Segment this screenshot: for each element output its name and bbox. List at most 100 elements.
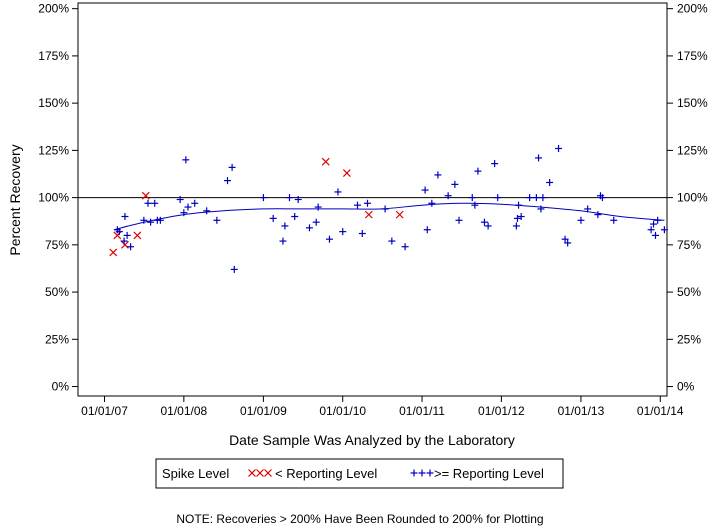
x-tick-label: 01/01/12 <box>478 404 525 418</box>
x-axis: 01/01/07 01/01/08 01/01/09 01/01/10 01/01/11… <box>81 396 684 418</box>
data-point-above-rl <box>421 186 429 194</box>
data-point-above-rl <box>334 188 342 196</box>
data-point-below-rl <box>133 231 142 240</box>
data-point-above-rl <box>115 228 123 236</box>
data-point-above-rl <box>203 207 211 215</box>
data-point-above-rl <box>484 222 492 230</box>
data-point-above-rl <box>140 216 148 224</box>
y-tick-label-right: 150% <box>677 96 708 110</box>
data-point-above-rl <box>325 235 333 243</box>
legend-label-below: < Reporting Level <box>275 466 377 481</box>
x-tick-label: 01/01/14 <box>637 404 684 418</box>
data-point-above-rl <box>156 216 164 224</box>
x-tick-label: 01/01/11 <box>399 404 445 418</box>
y-tick-label-right: 75% <box>677 238 701 252</box>
points-layer <box>109 144 668 273</box>
data-point-above-rl <box>151 199 159 207</box>
data-point-above-rl <box>561 235 569 243</box>
y-tick-label-left: 0% <box>52 380 70 394</box>
data-point-above-rl <box>660 226 668 234</box>
y-axis-left: 0% 25% 50% 75% 100% 125% 150% 175% 200% <box>38 2 78 394</box>
data-point-above-rl <box>517 213 525 221</box>
x-axis-title: Date Sample Was Analyzed by the Laborato… <box>229 432 515 448</box>
data-point-above-rl <box>539 194 547 202</box>
x-tick-label: 01/01/07 <box>81 404 128 418</box>
data-point-above-rl <box>294 196 302 203</box>
data-point-above-rl <box>259 194 267 202</box>
data-point-below-rl <box>321 157 330 166</box>
data-point-above-rl <box>121 213 129 221</box>
y-tick-label-left: 75% <box>45 238 69 252</box>
data-point-above-rl <box>127 243 135 251</box>
data-point-above-rl <box>123 231 131 239</box>
data-point-below-rl <box>109 248 118 257</box>
data-point-above-rl <box>650 220 658 228</box>
legend-x-marker <box>256 469 264 477</box>
data-point-above-rl <box>564 239 572 247</box>
data-point-above-rl <box>555 144 563 152</box>
data-point-above-rl <box>651 231 659 239</box>
data-point-above-rl <box>444 192 452 200</box>
x-tick-label: 01/01/13 <box>558 404 605 418</box>
y-axis-title: Percent Recovery <box>7 144 23 255</box>
plot-frame <box>77 2 668 397</box>
y-tick-label-right: 50% <box>677 285 701 299</box>
data-point-above-rl <box>647 226 655 234</box>
data-point-above-rl <box>434 171 442 179</box>
legend: Spike Level < Reporting Level >= Reporti… <box>155 458 564 489</box>
data-point-above-rl <box>354 201 362 209</box>
data-point-below-rl <box>342 169 351 177</box>
data-point-above-rl <box>535 154 543 162</box>
data-point-above-rl <box>228 163 236 171</box>
data-point-above-rl <box>654 216 662 224</box>
x-tick-label: 01/01/10 <box>319 404 366 418</box>
data-point-above-rl <box>480 218 488 226</box>
y-tick-label-right: 125% <box>677 143 708 157</box>
data-point-above-rl <box>388 237 396 245</box>
data-point-above-rl <box>537 205 545 213</box>
data-point-above-rl <box>314 203 322 211</box>
y-tick-label-right: 0% <box>677 380 695 394</box>
data-point-above-rl <box>428 199 436 207</box>
y-tick-label-right: 175% <box>677 49 708 63</box>
data-point-above-rl <box>224 177 232 185</box>
y-tick-label-left: 150% <box>38 96 69 110</box>
data-point-above-rl <box>180 209 188 217</box>
y-tick-label-left: 50% <box>45 285 69 299</box>
data-point-above-rl <box>515 201 523 209</box>
data-point-above-rl <box>526 194 534 202</box>
data-point-above-rl <box>305 224 313 232</box>
data-point-above-rl <box>577 216 585 224</box>
data-point-above-rl <box>423 226 431 234</box>
y-tick-label-right: 100% <box>677 191 708 205</box>
legend-title: Spike Level <box>162 466 229 481</box>
legend-plus-marker <box>418 469 426 477</box>
data-point-above-rl <box>364 199 372 207</box>
data-point-above-rl <box>451 180 459 188</box>
data-point-above-rl <box>285 194 293 202</box>
legend-x-marker <box>248 469 256 477</box>
data-point-above-rl <box>610 216 618 224</box>
data-point-above-rl <box>401 243 409 251</box>
data-point-below-rl <box>395 210 404 219</box>
data-point-below-rl <box>141 191 150 200</box>
data-point-above-rl <box>358 230 366 238</box>
y-tick-label-left: 25% <box>45 332 69 346</box>
data-point-above-rl <box>279 237 287 245</box>
legend-plus-marker <box>426 469 434 477</box>
data-point-above-rl <box>532 194 540 202</box>
data-point-above-rl <box>381 205 389 213</box>
data-point-below-rl <box>364 210 373 219</box>
y-tick-label-left: 100% <box>38 191 69 205</box>
data-point-above-rl <box>594 211 602 219</box>
data-point-above-rl <box>546 178 554 186</box>
data-point-above-rl <box>455 216 463 224</box>
data-point-above-rl <box>213 216 221 224</box>
data-point-above-rl <box>281 222 289 230</box>
y-tick-label-left: 175% <box>38 49 69 63</box>
data-point-above-rl <box>184 203 192 211</box>
legend-label-above: >= Reporting Level <box>434 466 544 481</box>
y-tick-label-right: 25% <box>677 332 701 346</box>
y-tick-label-left: 200% <box>38 2 69 16</box>
